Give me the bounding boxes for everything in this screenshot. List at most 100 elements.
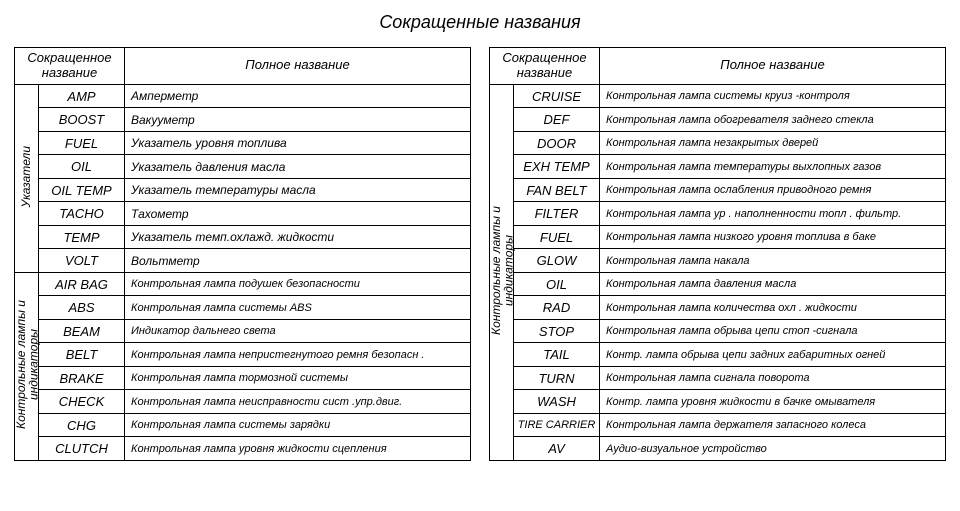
table-row: STOPКонтрольная лампа обрыва цепи стоп -…	[490, 319, 946, 343]
cell-full: Амперметр	[125, 84, 471, 108]
cell-short: BRAKE	[39, 366, 125, 390]
cell-short: TACHO	[39, 202, 125, 226]
cell-short: EXH TEMP	[514, 155, 600, 179]
table-row: TURNКонтрольная лампа сигнала поворота	[490, 366, 946, 390]
page-title: Сокращенные названия	[14, 12, 946, 33]
table-row: BOOSTВакууметр	[15, 108, 471, 132]
cell-full: Контрольная лампа держателя запасного ко…	[600, 413, 946, 437]
cell-full: Контрольная лампа обрыва цепи стоп -сигн…	[600, 319, 946, 343]
cell-short: RAD	[514, 296, 600, 320]
cell-short: DOOR	[514, 131, 600, 155]
cell-full: Вакууметр	[125, 108, 471, 132]
cell-short: AIR BAG	[39, 272, 125, 296]
table-row: WASHКонтр. лампа уровня жидкости в бачке…	[490, 390, 946, 414]
cell-short: TURN	[514, 366, 600, 390]
column-header-short: Сокращенное название	[490, 48, 600, 85]
table-row: VOLTВольтметр	[15, 249, 471, 273]
cell-full: Контрольная лампа подушек безопасности	[125, 272, 471, 296]
table-row: BEAMИндикатор дальнего света	[15, 319, 471, 343]
two-column-layout: Сокращенное названиеПолное названиеУказа…	[14, 47, 946, 461]
cell-full: Указатель температуры масла	[125, 178, 471, 202]
table-row: TEMPУказатель темп.охлажд. жидкости	[15, 225, 471, 249]
cell-full: Контр. лампа уровня жидкости в бачке омы…	[600, 390, 946, 414]
table-row: BELTКонтрольная лампа непристегнутого ре…	[15, 343, 471, 367]
cell-full: Контрольная лампа неисправности сист .уп…	[125, 390, 471, 414]
cell-short: AV	[514, 437, 600, 461]
table-row: OIL TEMPУказатель температуры масла	[15, 178, 471, 202]
cell-short: CLUTCH	[39, 437, 125, 461]
cell-full: Контрольная лампа системы ABS	[125, 296, 471, 320]
cell-short: OIL TEMP	[39, 178, 125, 202]
group-label: Контрольные лампы и индикаторы	[490, 84, 514, 460]
cell-full: Индикатор дальнего света	[125, 319, 471, 343]
cell-short: VOLT	[39, 249, 125, 273]
table-row: GLOWКонтрольная лампа накала	[490, 249, 946, 273]
table-row: TAILКонтр. лампа обрыва цепи задних габа…	[490, 343, 946, 367]
cell-full: Контрольная лампа температуры выхлопных …	[600, 155, 946, 179]
table-row: OILУказатель давления масла	[15, 155, 471, 179]
cell-short: TEMP	[39, 225, 125, 249]
abbreviations-table-right: Сокращенное названиеПолное названиеКонтр…	[489, 47, 946, 461]
cell-short: FAN BELT	[514, 178, 600, 202]
cell-short: ABS	[39, 296, 125, 320]
cell-full: Вольтметр	[125, 249, 471, 273]
cell-short: TAIL	[514, 343, 600, 367]
table-row: AVАудио-визуальное устройство	[490, 437, 946, 461]
table-row: CHECKКонтрольная лампа неисправности сис…	[15, 390, 471, 414]
cell-full: Контр. лампа обрыва цепи задних габаритн…	[600, 343, 946, 367]
cell-full: Контрольная лампа сигнала поворота	[600, 366, 946, 390]
cell-short: CHG	[39, 413, 125, 437]
cell-short: FUEL	[39, 131, 125, 155]
table-row: Контрольные лампы и индикаторыAIR BAGКон…	[15, 272, 471, 296]
cell-short: OIL	[514, 272, 600, 296]
table-row: FUELУказатель уровня топлива	[15, 131, 471, 155]
abbreviations-table-left: Сокращенное названиеПолное названиеУказа…	[14, 47, 471, 461]
table-row: DEFКонтрольная лампа обогревателя заднег…	[490, 108, 946, 132]
table-row: CLUTCHКонтрольная лампа уровня жидкости …	[15, 437, 471, 461]
cell-full: Контрольная лампа давления масла	[600, 272, 946, 296]
column-header-full: Полное название	[125, 48, 471, 85]
cell-full: Аудио-визуальное устройство	[600, 437, 946, 461]
table-row: OILКонтрольная лампа давления масла	[490, 272, 946, 296]
table-row: УказателиAMPАмперметр	[15, 84, 471, 108]
table-row: Контрольные лампы и индикаторыCRUISEКонт…	[490, 84, 946, 108]
cell-short: CRUISE	[514, 84, 600, 108]
cell-short: STOP	[514, 319, 600, 343]
right-column: Сокращенное названиеПолное названиеКонтр…	[489, 47, 946, 461]
cell-short: BELT	[39, 343, 125, 367]
left-column: Сокращенное названиеПолное названиеУказа…	[14, 47, 471, 461]
cell-short: DEF	[514, 108, 600, 132]
table-row: EXH TEMPКонтрольная лампа температуры вы…	[490, 155, 946, 179]
cell-full: Указатель темп.охлажд. жидкости	[125, 225, 471, 249]
cell-full: Контрольная лампа незакрытых дверей	[600, 131, 946, 155]
cell-short: CHECK	[39, 390, 125, 414]
group-label: Контрольные лампы и индикаторы	[15, 272, 39, 460]
cell-full: Контрольная лампа системы круиз -контрол…	[600, 84, 946, 108]
column-header-full: Полное название	[600, 48, 946, 85]
table-row: DOORКонтрольная лампа незакрытых дверей	[490, 131, 946, 155]
cell-full: Контрольная лампа количества охл . жидко…	[600, 296, 946, 320]
cell-full: Контрольная лампа непристегнутого ремня …	[125, 343, 471, 367]
cell-short: TIRE CARRIER	[514, 413, 600, 437]
cell-short: OIL	[39, 155, 125, 179]
table-row: BRAKEКонтрольная лампа тормозной системы	[15, 366, 471, 390]
table-row: RADКонтрольная лампа количества охл . жи…	[490, 296, 946, 320]
cell-short: FILTER	[514, 202, 600, 226]
cell-full: Контрольная лампа ур . наполненности топ…	[600, 202, 946, 226]
table-row: TACHOТахометр	[15, 202, 471, 226]
cell-short: WASH	[514, 390, 600, 414]
cell-full: Контрольная лампа тормозной системы	[125, 366, 471, 390]
table-row: FAN BELTКонтрольная лампа ослабления при…	[490, 178, 946, 202]
cell-short: FUEL	[514, 225, 600, 249]
cell-short: GLOW	[514, 249, 600, 273]
group-label: Указатели	[15, 84, 39, 272]
cell-full: Контрольная лампа уровня жидкости сцепле…	[125, 437, 471, 461]
table-row: CHGКонтрольная лампа системы зарядки	[15, 413, 471, 437]
cell-short: BOOST	[39, 108, 125, 132]
table-row: FUELКонтрольная лампа низкого уровня топ…	[490, 225, 946, 249]
cell-full: Указатель давления масла	[125, 155, 471, 179]
cell-full: Контрольная лампа низкого уровня топлива…	[600, 225, 946, 249]
cell-full: Указатель уровня топлива	[125, 131, 471, 155]
cell-short: AMP	[39, 84, 125, 108]
table-row: TIRE CARRIERКонтрольная лампа держателя …	[490, 413, 946, 437]
